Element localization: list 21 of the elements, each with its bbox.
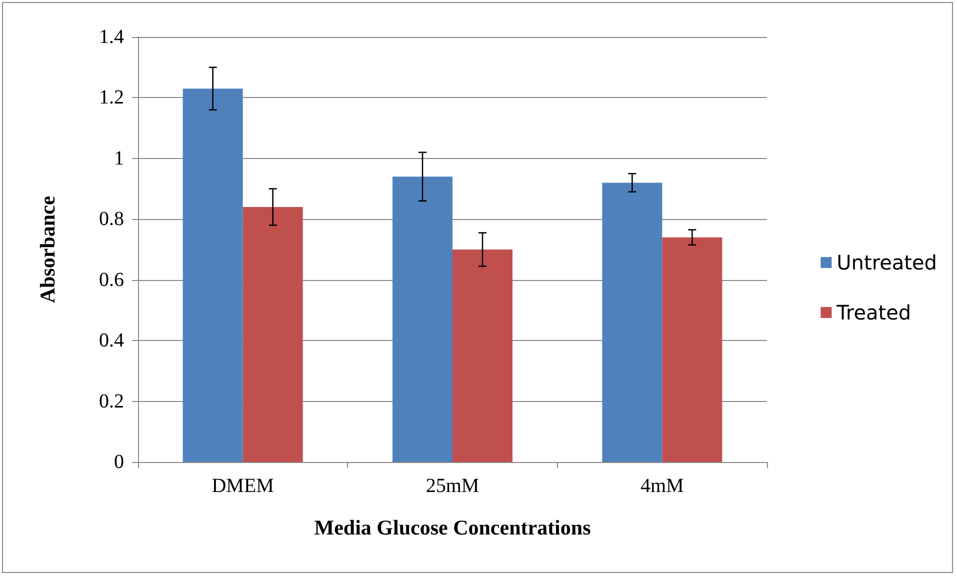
y-tick-label: 1.2: [99, 86, 124, 109]
x-tick-label: 4mM: [640, 475, 684, 497]
x-axis-title: Media Glucose Concentrations: [314, 516, 591, 540]
bar: [662, 237, 722, 462]
y-tick-label: 0.6: [99, 268, 124, 291]
bar: [602, 182, 662, 462]
y-tick-label: 0: [114, 451, 124, 473]
y-tick-label: 0.2: [99, 390, 124, 412]
bar: [182, 88, 243, 462]
legend-label: Untreated: [836, 250, 937, 274]
y-axis-title: Absorbance: [36, 196, 60, 304]
x-tick-label: DMEM: [212, 475, 274, 497]
y-tick-label: 0.8: [99, 208, 124, 230]
y-tick-label: 0.4: [99, 330, 124, 352]
bar: [452, 250, 512, 462]
y-tick-label: 1.4: [99, 26, 124, 48]
bar: [392, 176, 452, 462]
x-tick-label: 25mM: [426, 475, 480, 497]
legend-label: Treated: [836, 300, 912, 324]
bar: [242, 207, 303, 462]
y-tick-label: 1: [114, 147, 124, 170]
